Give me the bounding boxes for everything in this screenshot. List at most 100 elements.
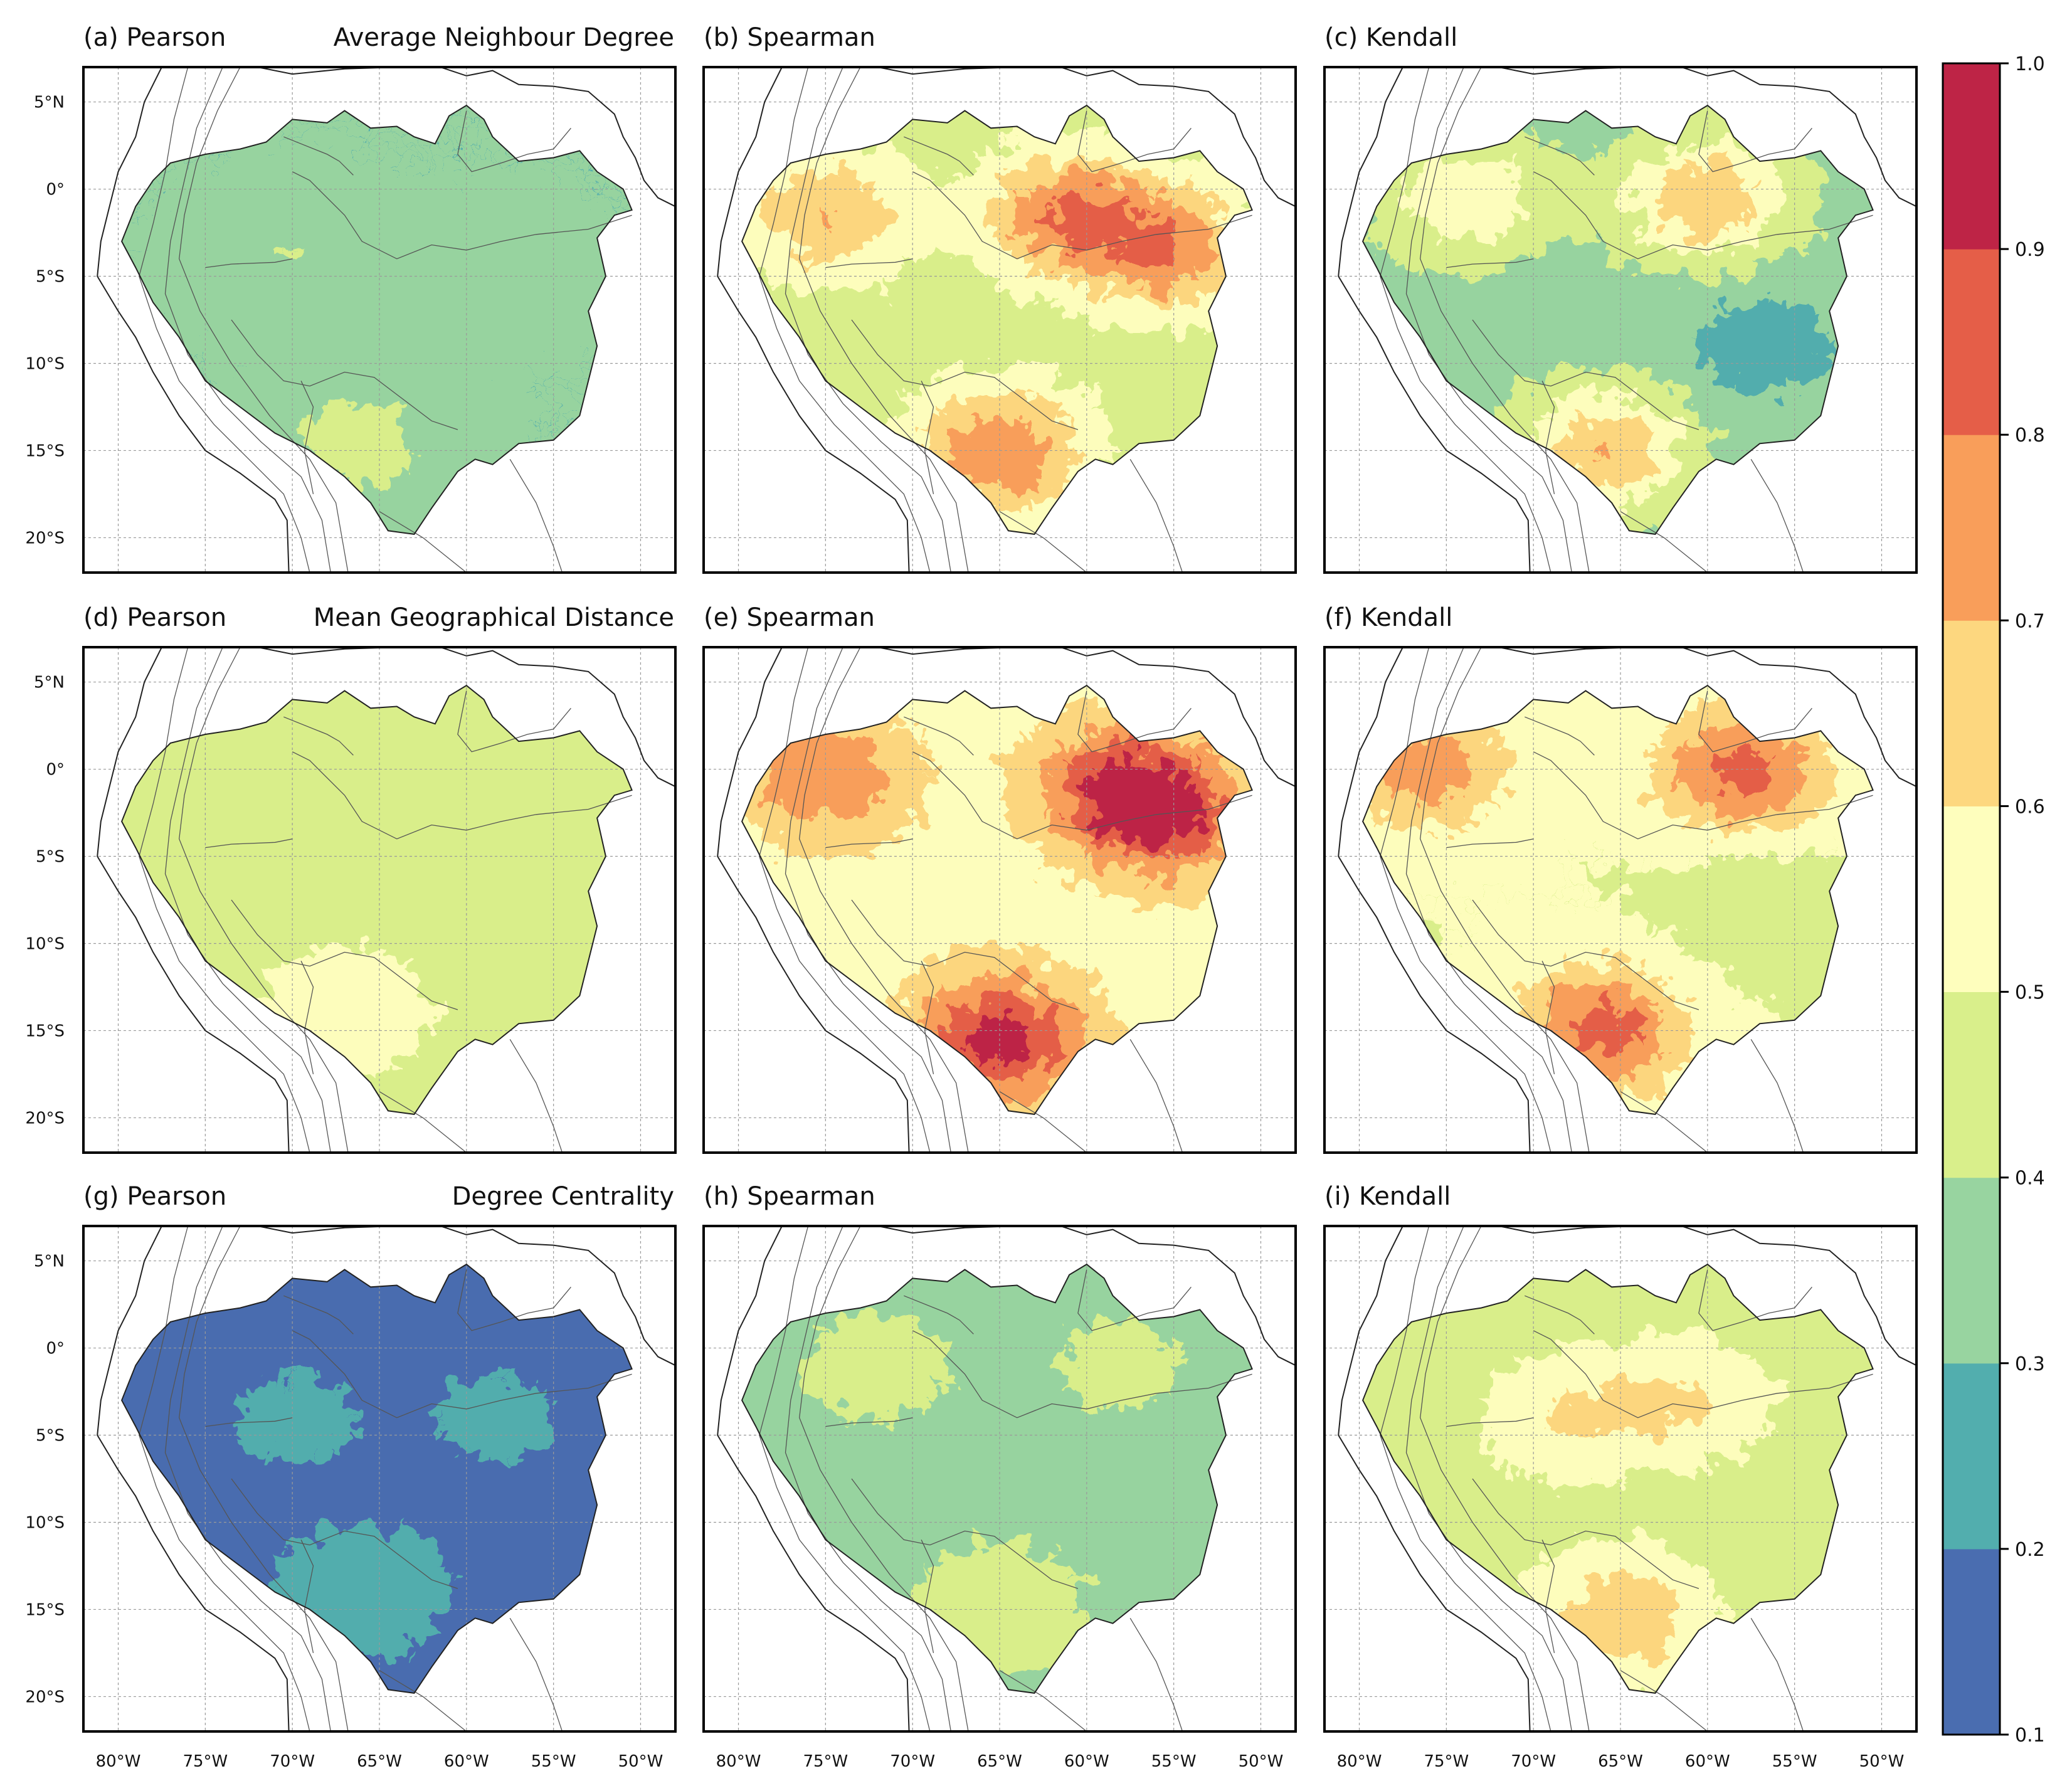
colorbar-tick-label: 0.7 xyxy=(2015,610,2045,632)
map-panel: (c) Kendall xyxy=(1323,23,1918,574)
lat-tick-label: 15°S xyxy=(25,441,65,460)
lat-tick-label: 10°S xyxy=(25,354,65,373)
lat-tick-label: 20°S xyxy=(25,529,65,547)
lat-tick-label: 15°S xyxy=(25,1022,65,1040)
lon-tick-label: 80°W xyxy=(1337,1752,1382,1771)
map-panel: (b) Spearman xyxy=(702,23,1297,574)
colorbar-band xyxy=(1943,249,2000,435)
lat-tick-label: 0° xyxy=(46,181,65,199)
lon-tick-label: 75°W xyxy=(1424,1752,1469,1771)
filled-contours xyxy=(742,1264,1252,1693)
panel-label: (b) Spearman xyxy=(704,23,875,52)
map-panel: (e) Spearman xyxy=(702,603,1297,1154)
colorbar-tick-label: 1.0 xyxy=(2015,53,2045,75)
lat-tick-label: 0° xyxy=(46,761,65,780)
lat-tick-label: 5°S xyxy=(36,848,65,867)
panel-label: (e) Spearman xyxy=(704,603,875,632)
panel-frame xyxy=(82,646,677,1154)
lat-tick-label: 10°S xyxy=(25,934,65,953)
lon-tick-label: 55°W xyxy=(1772,1752,1817,1771)
panel-frame xyxy=(1323,1225,1918,1733)
lon-tick-label: 70°W xyxy=(270,1752,315,1771)
lat-tick-label: 5°N xyxy=(34,674,65,692)
colorbar-band xyxy=(1943,1177,2000,1364)
coastlines xyxy=(1338,647,1916,1153)
panel-label: (h) Spearman xyxy=(704,1182,875,1211)
lat-tick-label: 20°S xyxy=(25,1109,65,1128)
panel-frame xyxy=(702,646,1297,1154)
panel-label: (g) Pearson xyxy=(83,1182,226,1211)
colorbar-tick-label: 0.4 xyxy=(2015,1168,2045,1190)
lat-tick-label: 5°N xyxy=(34,1252,65,1271)
lon-tick-label: 65°W xyxy=(357,1752,402,1771)
coastlines xyxy=(97,67,675,573)
filled-contours xyxy=(1363,685,1873,1114)
colorbar-band xyxy=(1943,63,2000,250)
colorbar: 0.1 0.2 0.3 0.4 0.5 0.6 0.7 0.8 0.9 1.0 xyxy=(1942,53,2045,1747)
lon-tick-label: 80°W xyxy=(716,1752,761,1771)
map-panels: (a) Pearson Average Neighbour Degree 5°N 0°… xyxy=(25,23,1918,1771)
lon-tick-label: 55°W xyxy=(1151,1752,1197,1771)
lat-tick-label: 10°S xyxy=(25,1513,65,1532)
lat-tick-label: 5°S xyxy=(36,1427,65,1445)
gridlines xyxy=(1324,647,1916,1153)
lat-tick-label: 5°N xyxy=(34,93,65,112)
colorbar-band xyxy=(1943,806,2000,992)
colorbar-tick-label: 0.6 xyxy=(2015,796,2045,818)
panel-frame xyxy=(702,66,1297,574)
colorbar-band xyxy=(1943,435,2000,621)
colorbar-tick-label: 0.5 xyxy=(2015,982,2045,1004)
map-panel: (g) Pearson Degree Centrality 5°N 0° 5°S 10°S… xyxy=(25,1182,677,1771)
panel-label: (i) Kendall xyxy=(1324,1182,1451,1211)
filled-contours xyxy=(742,685,1252,1114)
lat-tick-label: 0° xyxy=(46,1340,65,1358)
gridlines xyxy=(83,1226,675,1731)
colorbar-band xyxy=(1943,620,2000,806)
lon-tick-label: 60°W xyxy=(1685,1752,1730,1771)
colorbar-tick-label: 0.8 xyxy=(2015,425,2045,447)
panel-label: (f) Kendall xyxy=(1324,603,1452,632)
lon-tick-label: 65°W xyxy=(977,1752,1022,1771)
panel-frame xyxy=(82,66,677,574)
metric-title: Degree Centrality xyxy=(452,1182,674,1211)
lat-tick-label: 20°S xyxy=(25,1688,65,1706)
panel-frame xyxy=(1323,66,1918,574)
panel-frame xyxy=(702,1225,1297,1733)
filled-contours xyxy=(122,685,632,1114)
colorbar-band xyxy=(1943,991,2000,1178)
panel-frame xyxy=(82,1225,677,1733)
colorbar-tick-label: 0.2 xyxy=(2015,1539,2045,1561)
lat-tick-label: 15°S xyxy=(25,1600,65,1619)
filled-contours xyxy=(742,105,1252,534)
lon-tick-label: 50°W xyxy=(1859,1752,1905,1771)
colorbar-frame xyxy=(1942,62,2001,1736)
colorbar-tick-label: 0.1 xyxy=(2015,1725,2045,1747)
metric-title: Mean Geographical Distance xyxy=(314,603,674,632)
colorbar-band xyxy=(1943,1363,2000,1550)
lon-tick-label: 75°W xyxy=(803,1752,848,1771)
map-panel: (d) Pearson Mean Geographical Distance 5°N… xyxy=(25,603,677,1154)
map-panel: (f) Kendall xyxy=(1323,603,1918,1154)
colorbar-tick-label: 0.3 xyxy=(2015,1353,2045,1375)
coastlines xyxy=(717,1226,1296,1731)
lon-tick-label: 75°W xyxy=(182,1752,228,1771)
lon-tick-label: 55°W xyxy=(531,1752,576,1771)
lon-tick-label: 80°W xyxy=(96,1752,141,1771)
colorbar-tick-label: 0.9 xyxy=(2015,239,2045,261)
panel-label: (a) Pearson xyxy=(83,23,226,52)
filled-contours xyxy=(122,1264,632,1693)
panel-label: (d) Pearson xyxy=(83,603,226,632)
lon-tick-label: 70°W xyxy=(890,1752,935,1771)
lon-tick-label: 60°W xyxy=(1064,1752,1109,1771)
lon-tick-label: 50°W xyxy=(1239,1752,1284,1771)
panel-frame xyxy=(1323,646,1918,1154)
lon-tick-label: 65°W xyxy=(1598,1752,1643,1771)
lon-tick-label: 70°W xyxy=(1511,1752,1556,1771)
lon-tick-label: 60°W xyxy=(444,1752,489,1771)
map-panel: (a) Pearson Average Neighbour Degree 5°N 0°… xyxy=(25,23,677,574)
gridlines xyxy=(83,67,675,573)
colorbar-band xyxy=(1943,1548,2000,1735)
panel-label: (c) Kendall xyxy=(1324,23,1457,52)
map-panel: (h) Spearman 80°W 75°W 70°W 65°W 60°W 55°W 50°W xyxy=(702,1182,1297,1771)
